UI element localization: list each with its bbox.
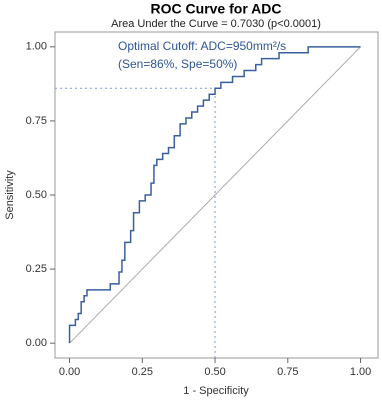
x-tick-label: 0.50 bbox=[204, 366, 225, 378]
x-tick-label: 0.75 bbox=[277, 366, 298, 378]
x-tick-label: 0.00 bbox=[59, 366, 80, 378]
roc-curve bbox=[68, 46, 361, 344]
x-tick-label: 1.00 bbox=[350, 366, 371, 378]
chance-line bbox=[69, 46, 361, 344]
annotation: Optimal Cutoff: ADC=950mm²/s bbox=[118, 39, 286, 53]
y-tick-label: 1.00 bbox=[26, 41, 47, 53]
y-tick-label: 0.00 bbox=[26, 337, 47, 349]
annotation: (Sen=86%, Spe=50%) bbox=[118, 57, 237, 71]
x-axis-label: 1 - Specificity bbox=[183, 385, 249, 397]
chart-subtitle: Area Under the Curve = 0.7030 (p<0.0001) bbox=[111, 18, 321, 30]
y-tick-label: 0.50 bbox=[26, 189, 47, 201]
x-tick-label: 0.25 bbox=[132, 366, 153, 378]
y-tick-label: 0.25 bbox=[26, 263, 47, 275]
chart-title: ROC Curve for ADC bbox=[151, 1, 282, 17]
y-axis-label: Sensitivity bbox=[4, 170, 16, 220]
y-tick-label: 0.75 bbox=[26, 115, 47, 127]
